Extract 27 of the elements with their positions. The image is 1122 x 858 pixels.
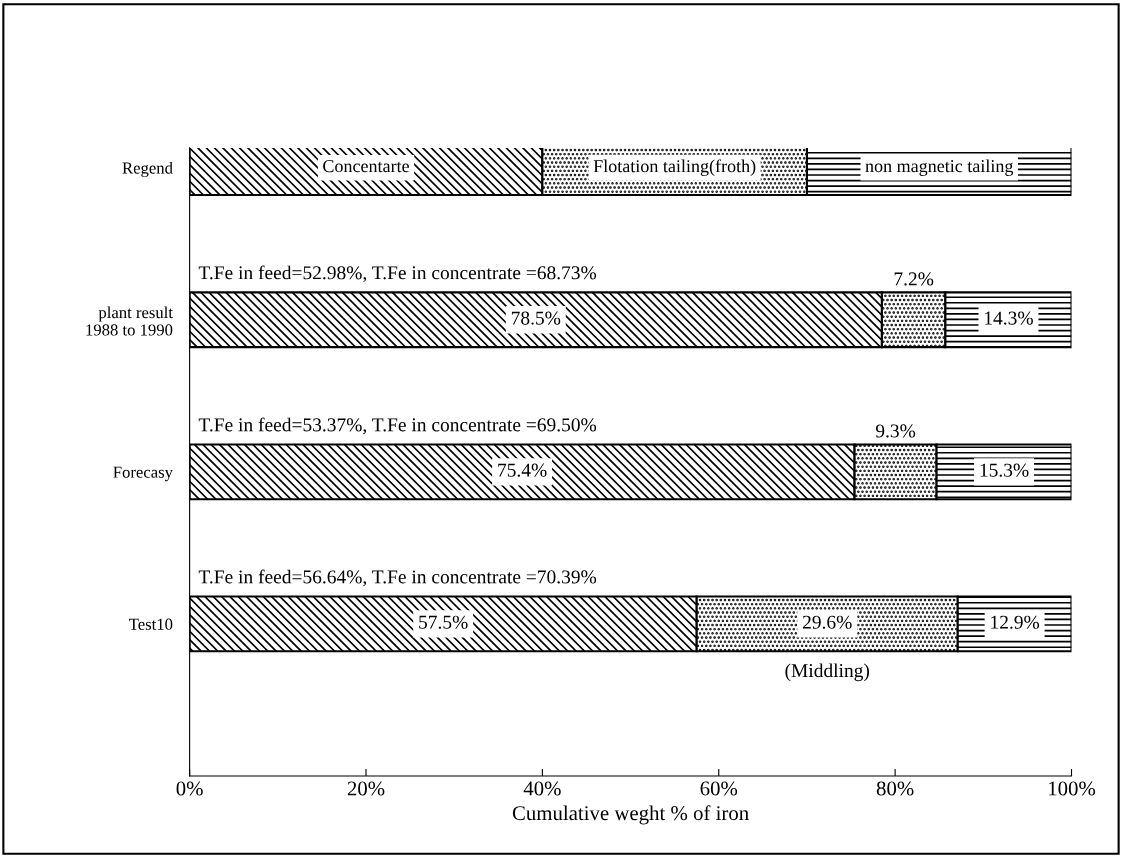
data-label: 78.5% [511,311,561,325]
annotation: T.Fe in feed=52.98%, T.Fe in concentrate =68.73% [198,265,597,283]
x-tick-label: 100% [1049,781,1096,796]
series-label: Flotation tailing(froth) [593,159,756,176]
x-tick-label: 80% [876,781,914,796]
data-label: 29.6% [802,615,852,629]
series-label: non magnetic tailing [865,159,1014,176]
x-tick-label: 40% [523,781,561,796]
x-tick-label: 0% [176,781,203,796]
y-tick-label: Forecasy [113,466,173,482]
data-label: 7.2% [894,272,934,286]
data-label: 75.4% [498,463,547,477]
annotation: T.Fe in feed=56.64%, T.Fe in concentrate =70.39% [198,569,597,587]
y-tick-label: Test10 [129,618,173,630]
series-label: Concentarte [323,160,409,173]
data-label: 15.3% [980,463,1029,477]
y-tick-label: Regend [122,161,173,178]
data-label: 9.3% [875,424,916,438]
x-tick-label: 20% [347,781,385,796]
x-tick-label: 60% [700,781,738,796]
data-label: 57.5% [419,615,468,629]
annotation: (Middling) [785,663,870,682]
data-label: 12.9% [991,615,1040,629]
data-label: 14.3% [985,311,1033,325]
x-axis-title: Cumulative weght % of iron [512,805,749,825]
annotation: T.Fe in feed=53.37%, T.Fe in concentrate =69.50% [198,417,597,435]
y-tick-label: plant result 1988 to 1990 [86,306,173,336]
